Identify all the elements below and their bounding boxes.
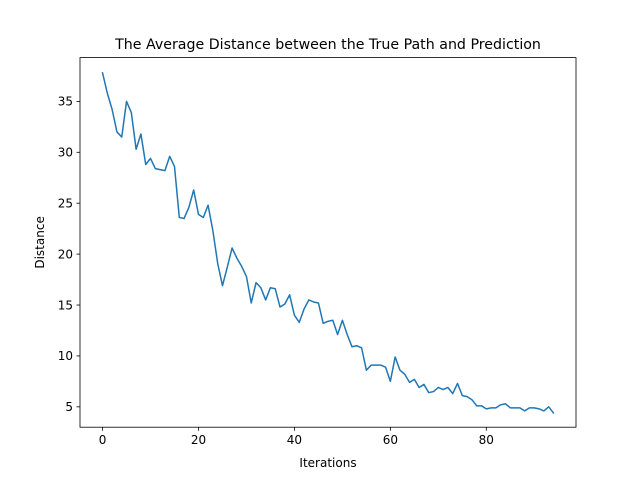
x-tick-label: 40 bbox=[287, 433, 302, 447]
x-axis-label: Iterations bbox=[299, 456, 356, 470]
plot-area bbox=[80, 58, 576, 428]
y-tick-label: 35 bbox=[58, 95, 73, 109]
y-tick-label: 20 bbox=[58, 247, 73, 261]
x-tick-label: 20 bbox=[191, 433, 206, 447]
y-axis-label: Distance bbox=[33, 216, 47, 268]
x-tick-label: 80 bbox=[479, 433, 494, 447]
y-tick-label: 5 bbox=[65, 400, 73, 414]
chart-title: The Average Distance between the True Pa… bbox=[114, 37, 541, 53]
y-tick-label: 25 bbox=[58, 197, 73, 211]
y-tick-label: 10 bbox=[58, 349, 73, 363]
y-tick-label: 15 bbox=[58, 298, 73, 312]
y-tick-label: 30 bbox=[58, 146, 73, 160]
x-tick-label: 0 bbox=[99, 433, 107, 447]
x-tick-label: 60 bbox=[383, 433, 398, 447]
